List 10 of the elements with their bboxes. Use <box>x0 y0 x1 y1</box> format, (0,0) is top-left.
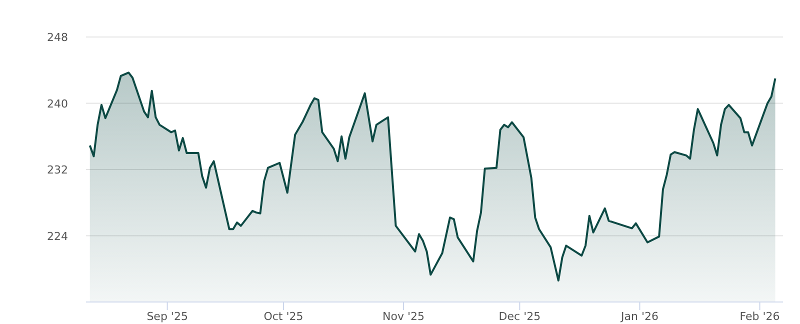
y-tick-label: 224 <box>47 230 68 243</box>
x-tick-label: Nov '25 <box>382 310 425 323</box>
x-tick-label: Dec '25 <box>498 310 541 323</box>
x-tick-label: Oct '25 <box>264 310 304 323</box>
y-tick-label: 232 <box>47 164 68 176</box>
y-tick-label: 240 <box>47 97 68 110</box>
y-tick-label: 248 <box>47 31 68 44</box>
x-tick-label: Feb '26 <box>740 310 780 323</box>
x-tick-label: Sep '25 <box>146 310 188 323</box>
x-tick-label: Jan '26 <box>620 310 658 323</box>
